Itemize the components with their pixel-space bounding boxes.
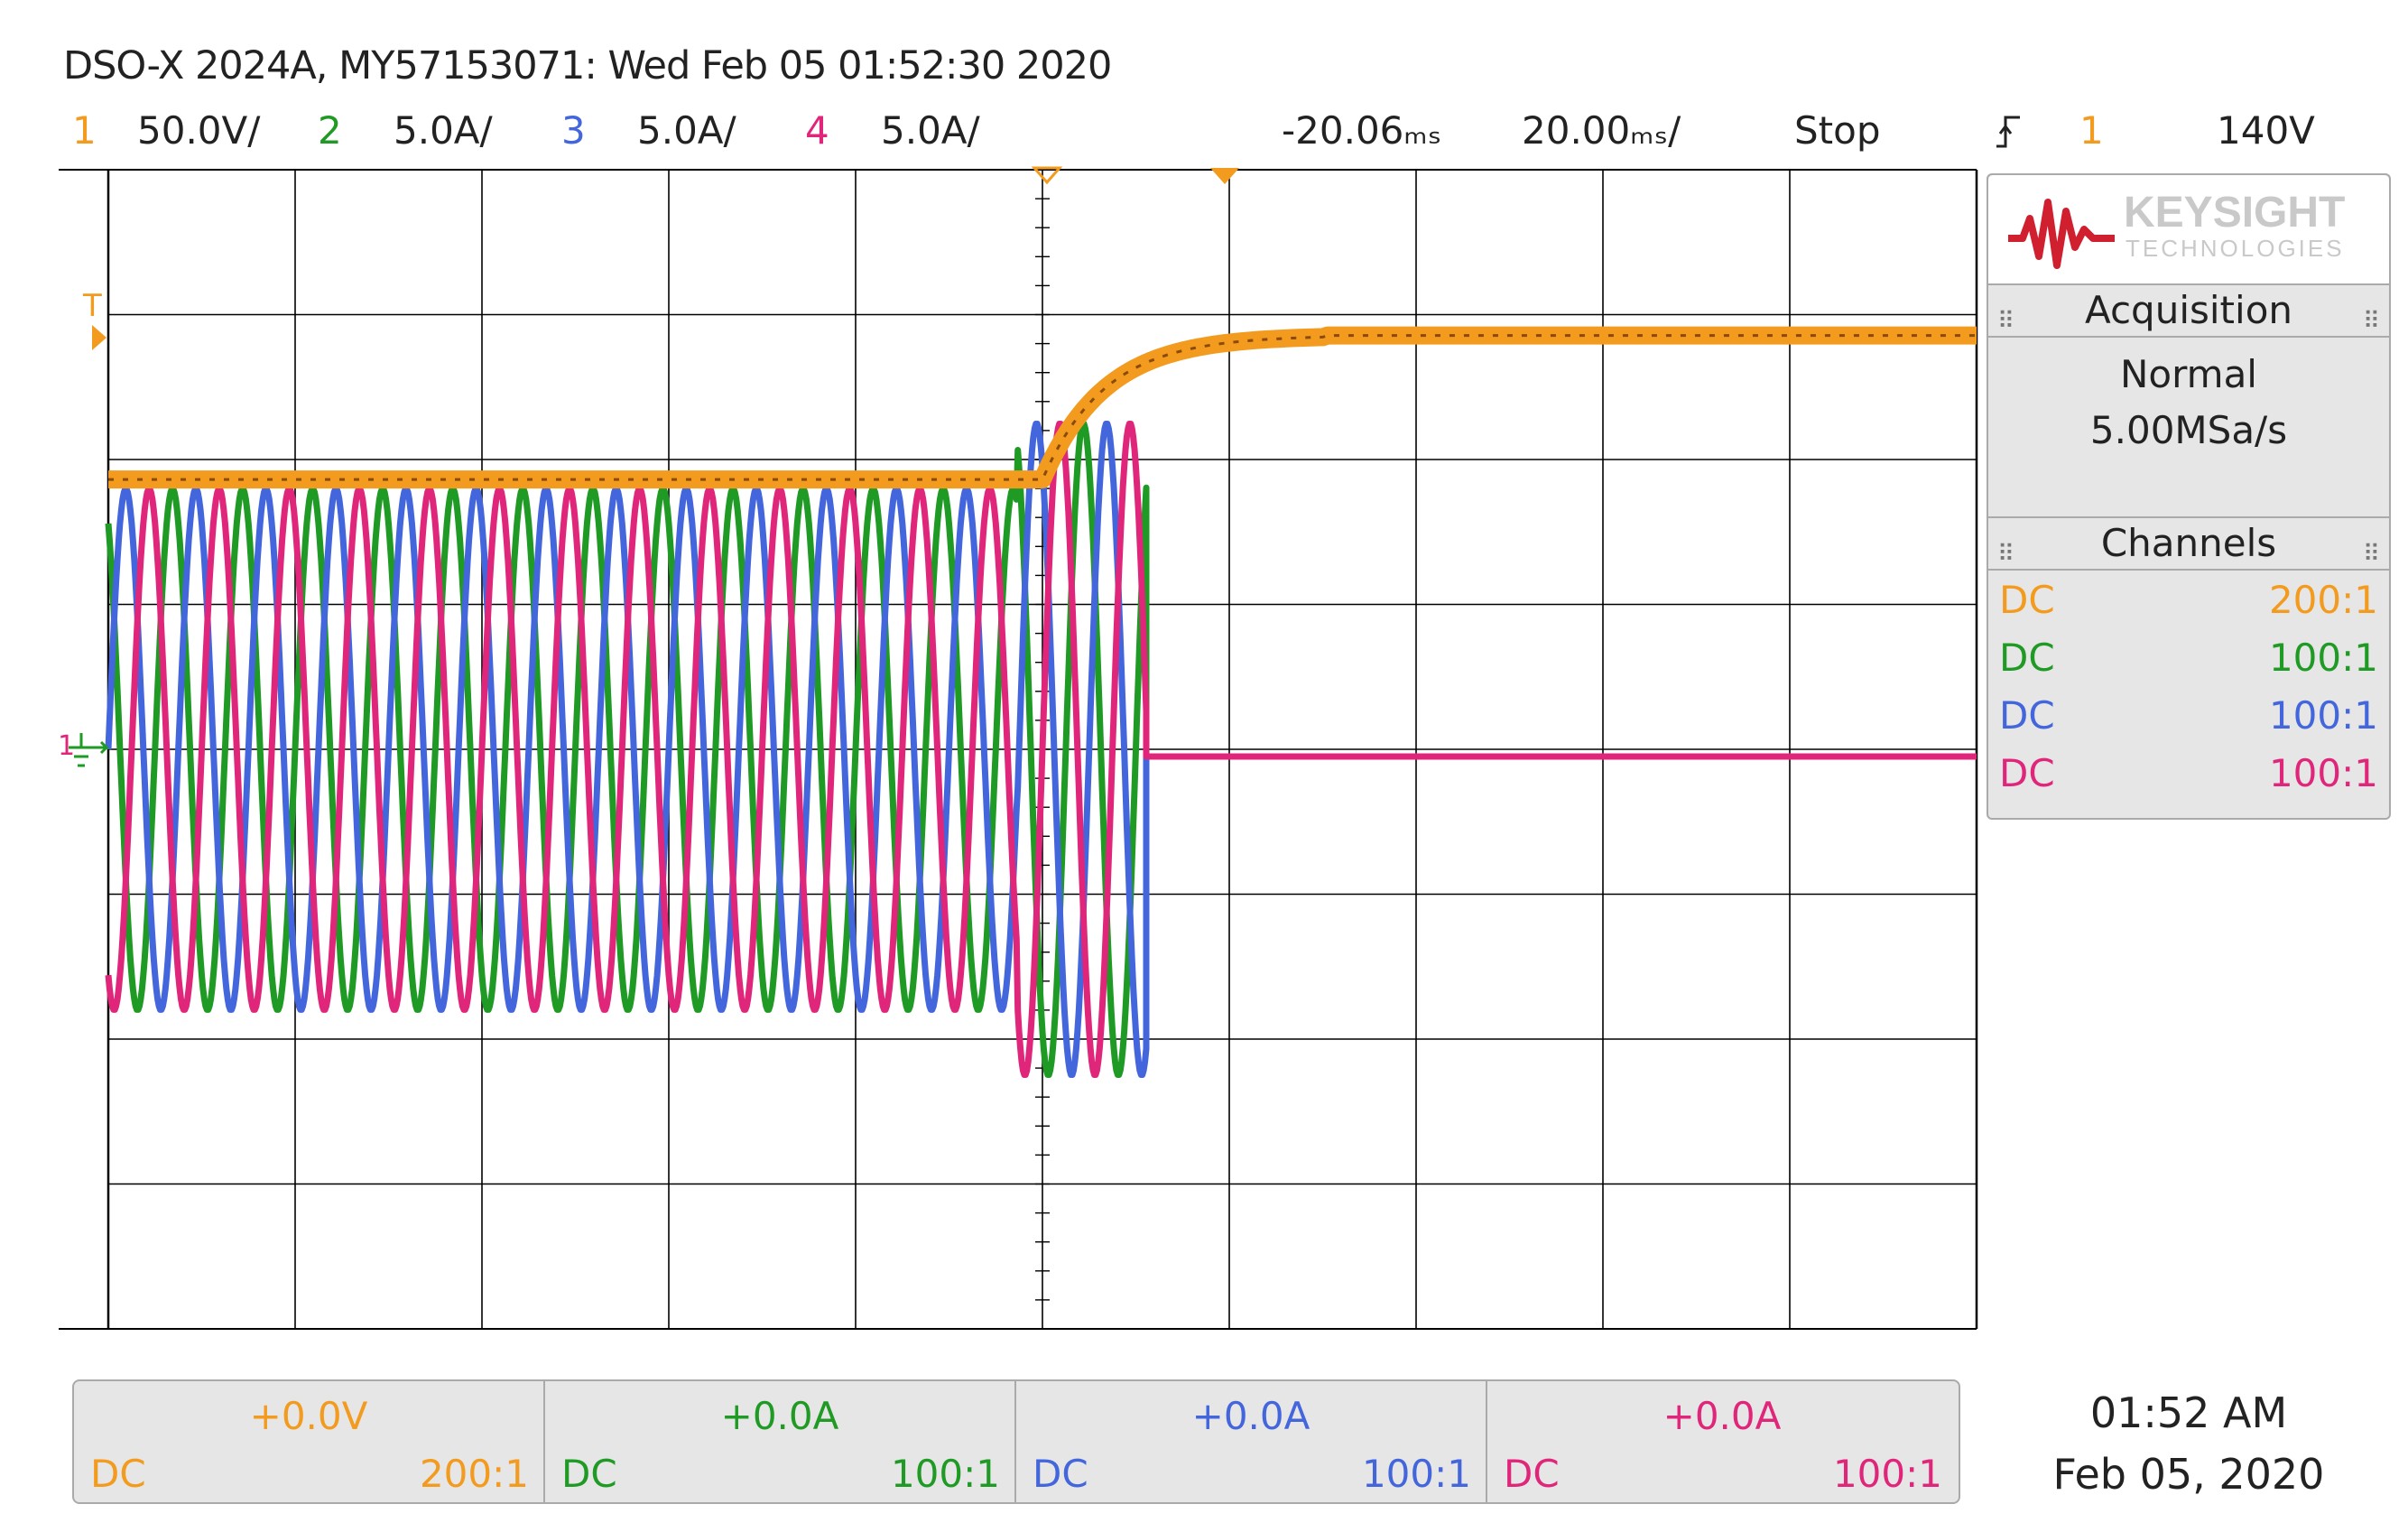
ch4-number[interactable]: 4 [805, 108, 829, 153]
trace-ch2 [105, 421, 1977, 1078]
softkey-ch2[interactable]: +0.0A DC 100:1 [545, 1381, 1016, 1502]
ch2-coupling: DC [561, 1452, 617, 1496]
acquisition-title: Acquisition [2084, 288, 2293, 332]
ch3-coupling: DC [1033, 1452, 1088, 1496]
channel-coupling: DC [1999, 693, 2055, 738]
grip-icon: ⠿ [1997, 541, 2015, 568]
channel-coupling: DC [1999, 636, 2055, 680]
ch4-probe: 100:1 [1832, 1452, 1942, 1496]
channel-coupling: DC [1999, 578, 2055, 622]
ch4-scale[interactable]: 5.0A/ [881, 108, 980, 153]
keysight-logo: KEYSIGHT TECHNOLOGIES [1988, 175, 2389, 285]
ch2-offset: +0.0A [720, 1394, 839, 1438]
channel-row-4[interactable]: DC 100:1 [1999, 751, 2378, 805]
grip-icon: ⠿ [2362, 308, 2380, 335]
trace-ch1-noise [107, 334, 1977, 481]
grip-icon: ⠿ [2362, 541, 2380, 568]
ch1-number[interactable]: 1 [72, 108, 97, 153]
channel-row-3[interactable]: DC 100:1 [1999, 693, 2378, 747]
ch4-offset: +0.0A [1662, 1394, 1782, 1438]
channels-header[interactable]: ⠿ Channels ⠿ [1988, 516, 2389, 571]
trace-ch4 [105, 421, 1977, 1078]
channel-probe: 100:1 [2268, 693, 2378, 738]
ch3-probe: 100:1 [1361, 1452, 1471, 1496]
trigger-point-marker[interactable] [1031, 166, 1063, 185]
ch2-number[interactable]: 2 [318, 108, 342, 153]
clock-date: Feb 05, 2020 [2052, 1450, 2325, 1499]
ch4-coupling: DC [1504, 1452, 1560, 1496]
horizontal-delay[interactable]: -20.06ₘₛ [1282, 108, 1442, 153]
ch1-probe: 200:1 [419, 1452, 529, 1496]
trigger-level-marker-label: T [83, 288, 102, 324]
trigger-level[interactable]: 140V [2217, 108, 2315, 153]
ch3-number[interactable]: 3 [561, 108, 586, 153]
sample-rate: 5.00MSa/s [2089, 408, 2288, 452]
acquisition-header[interactable]: ⠿ Acquisition ⠿ [1988, 283, 2389, 338]
channel-probe: 100:1 [2268, 751, 2378, 795]
channel-probe: 100:1 [2268, 636, 2378, 680]
ch1-coupling: DC [90, 1452, 146, 1496]
delay-marker[interactable] [1210, 168, 1239, 184]
brand-name: KEYSIGHT [2124, 189, 2346, 237]
ch3-scale[interactable]: 5.0A/ [637, 108, 736, 153]
channel-softkey-bar: +0.0V DC 200:1 +0.0A DC 100:1 +0.0A DC 1… [72, 1379, 1960, 1504]
trigger-edge-icon [1993, 112, 2024, 158]
grip-icon: ⠿ [1997, 308, 2015, 335]
ch2-probe: 100:1 [890, 1452, 1000, 1496]
trigger-source[interactable]: 1 [2079, 108, 2104, 153]
ch3-offset: +0.0A [1191, 1394, 1311, 1438]
side-panel: KEYSIGHT TECHNOLOGIES ⠿ Acquisition ⠿ No… [1987, 173, 2391, 820]
softkey-ch1[interactable]: +0.0V DC 200:1 [74, 1381, 545, 1502]
run-state[interactable]: Stop [1794, 108, 1881, 153]
ground-marker-label: 1 [58, 730, 76, 762]
trigger-level-marker[interactable] [92, 325, 107, 350]
channel-coupling: DC [1999, 751, 2055, 795]
softkey-ch4[interactable]: +0.0A DC 100:1 [1487, 1381, 1957, 1502]
ch2-scale[interactable]: 5.0A/ [394, 108, 493, 153]
timebase-scale[interactable]: 20.00ₘₛ/ [1522, 108, 1681, 153]
softkey-ch3[interactable]: +0.0A DC 100:1 [1016, 1381, 1487, 1502]
scope-title: DSO-X 2024A, MY57153071: Wed Feb 05 01:5… [63, 43, 1112, 88]
keysight-wave-icon [2008, 199, 2115, 269]
brand-sub: TECHNOLOGIES [2126, 235, 2345, 262]
acquisition-mode: Normal [2120, 352, 2257, 396]
ground-marker-icon[interactable] [69, 733, 110, 767]
channel-row-2[interactable]: DC 100:1 [1999, 636, 2378, 690]
channel-probe: 200:1 [2268, 578, 2378, 622]
clock-time: 01:52 AM [2089, 1388, 2288, 1437]
channel-row-1[interactable]: DC 200:1 [1999, 578, 2378, 632]
channels-title: Channels [2100, 521, 2277, 565]
ch1-offset: +0.0V [249, 1394, 368, 1438]
ch1-scale[interactable]: 50.0V/ [137, 108, 261, 153]
